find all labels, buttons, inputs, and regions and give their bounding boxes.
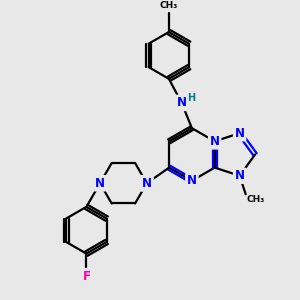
Text: F: F bbox=[82, 269, 90, 283]
Text: N: N bbox=[235, 169, 245, 182]
Text: N: N bbox=[142, 177, 152, 190]
Text: N: N bbox=[235, 127, 245, 140]
Text: N: N bbox=[95, 177, 105, 190]
Text: N: N bbox=[187, 174, 197, 187]
Text: N: N bbox=[210, 135, 220, 148]
Text: N: N bbox=[142, 177, 152, 190]
Text: N: N bbox=[177, 96, 187, 110]
Text: CH₃: CH₃ bbox=[160, 1, 178, 10]
Text: H: H bbox=[187, 93, 196, 103]
Text: CH₃: CH₃ bbox=[247, 195, 265, 204]
